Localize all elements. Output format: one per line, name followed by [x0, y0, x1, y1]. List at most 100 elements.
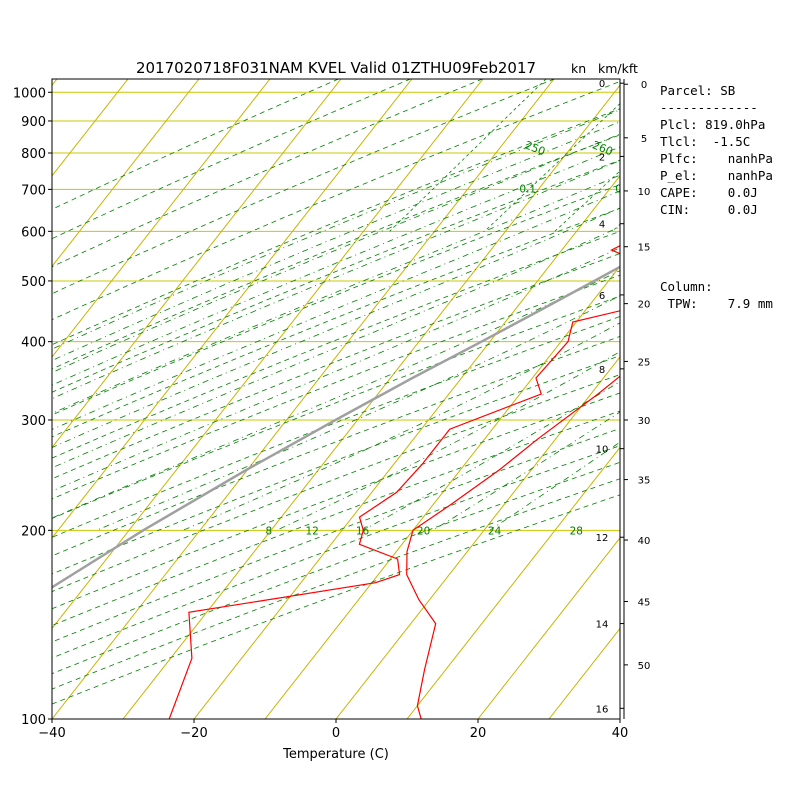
x-axis-label: Temperature (C) — [282, 747, 389, 762]
y-tick-label: 800 — [21, 147, 46, 162]
mixing-ratio-label: 0.4 — [615, 183, 632, 195]
parcel-info-line: Tlcl: -1.5C — [660, 134, 750, 149]
km-tick-label: 0 — [599, 79, 605, 90]
dry-adiabat-lines — [52, 79, 620, 705]
y-tick-label: 100 — [21, 713, 46, 728]
dry-adiabat-line — [52, 207, 620, 438]
isotherm-line — [477, 537, 620, 719]
reference-line-labels: 0.10.41247101681216202428322502602702802… — [265, 139, 632, 538]
y-tick-label: 400 — [21, 336, 46, 351]
isotherm-line — [52, 79, 200, 268]
km-tick-label: 2 — [599, 152, 605, 163]
kft-tick-label: 40 — [638, 536, 651, 547]
y-tick-label: 1000 — [13, 86, 46, 101]
km-tick-label: 10 — [596, 445, 609, 456]
mixing-ratio-label: 20 — [417, 525, 430, 537]
x-tick-label: −40 — [38, 726, 65, 741]
y-tick-label: 300 — [21, 414, 46, 429]
parcel-info-line: ------------- — [660, 100, 758, 115]
parcel-info-line: Parcel: SB — [660, 83, 735, 98]
km-tick-label: 12 — [596, 533, 609, 544]
plot-area: 0.10.41247101681216202428322502602702802… — [52, 79, 632, 719]
moist-adiabat-line — [96, 295, 620, 531]
dry-adiabat-line — [52, 108, 620, 346]
dewpoint-trace-line — [168, 244, 620, 719]
y-tick-label: 500 — [21, 275, 46, 290]
moist-adiabat-line — [52, 190, 620, 430]
dry-adiabat-line — [52, 274, 620, 500]
dry-adiabat-line — [52, 79, 555, 295]
moist-adiabat-line — [52, 207, 620, 448]
parcel-info-line: Plfc: nanhPa — [660, 151, 773, 166]
isotherm-line — [52, 79, 271, 358]
column-info-line: Column: — [660, 279, 713, 294]
km-tick-label: 6 — [599, 291, 605, 302]
mixing-ratio-label: 28 — [570, 525, 583, 537]
y-tick-label: 900 — [21, 115, 46, 130]
moist-adiabat-line — [52, 174, 620, 414]
kft-tick-label: 5 — [641, 134, 647, 145]
y-tick-label: 200 — [21, 524, 46, 539]
isotherm-line — [264, 265, 620, 719]
x-tick-label: 40 — [612, 726, 629, 741]
mixing-ratio-label: 24 — [488, 525, 502, 537]
parcel-info-line: Plcl: 819.0hPa — [660, 117, 765, 132]
km-tick-label: 8 — [599, 365, 605, 376]
kft-tick-label: 45 — [638, 597, 651, 608]
axes: −40 −20 0 20 40 100 200 300 400 500 600 700 800 900 10… — [13, 86, 628, 741]
x-tick-label: 20 — [470, 726, 487, 741]
dry-adiabat-line — [52, 134, 620, 370]
kft-tick-label: 25 — [638, 357, 651, 368]
mixing-ratio-label: 12 — [305, 525, 318, 537]
dry-adiabat-line — [52, 79, 339, 210]
y-tick-label: 700 — [21, 183, 46, 198]
moist-adiabat-line — [276, 351, 620, 531]
chart-title: 2017020718F031NAM KVEL Valid 01ZTHU09Feb… — [136, 59, 536, 77]
height-axis: 0 2 4 6 8 10 12 14 16 0 5 10 15 20 25 30 35 40 45 50 — [596, 79, 651, 719]
dry-adiabat-line — [52, 230, 620, 459]
kft-tick-label: 0 — [641, 80, 647, 91]
temperature-trace-line — [406, 375, 620, 719]
kft-tick-label: 35 — [638, 476, 651, 487]
column-info-panel: Column: TPW: 7.9 mm — [660, 279, 773, 311]
x-tick-label: 0 — [332, 726, 340, 741]
mixing-ratio-label: 0.1 — [519, 183, 536, 195]
km-tick-label: 16 — [596, 704, 609, 715]
x-tick-label: −20 — [180, 726, 207, 741]
km-tick-label: 4 — [599, 220, 605, 231]
kft-tick-label: 10 — [638, 187, 651, 198]
y-tick-label: 600 — [21, 225, 46, 240]
mixing-ratio-label: 8 — [265, 525, 272, 537]
isotherm-line — [335, 356, 620, 719]
parcel-trace-line — [52, 265, 620, 589]
dry-adiabat-line — [52, 79, 411, 240]
parcel-info-line: CAPE: 0.0J — [660, 185, 758, 200]
isotherm-line — [52, 79, 555, 719]
km-tick-label: 14 — [596, 620, 609, 631]
parcel-info-line: CIN: 0.0J — [660, 202, 758, 217]
dry-adiabat-line — [52, 392, 620, 610]
parcel-info-line: P_el: nanhPa — [660, 168, 773, 183]
height-axis-km-label: kn — [571, 61, 586, 76]
kft-tick-label: 20 — [638, 300, 651, 311]
dry-adiabat-line — [52, 428, 620, 643]
dry-adiabat-line — [52, 355, 620, 575]
column-info-line: TPW: 7.9 mm — [660, 296, 773, 311]
mixing-ratio-line — [484, 103, 620, 232]
isotherm-line — [406, 446, 620, 719]
dry-adiabat-line — [52, 81, 620, 321]
kft-tick-label: 15 — [638, 243, 651, 254]
moist-adiabat-line — [182, 322, 620, 531]
moist-adiabat-lines — [52, 109, 620, 531]
moist-adiabat-line — [52, 160, 620, 400]
isotherm-line — [52, 79, 413, 539]
profile-traces — [52, 244, 620, 719]
height-axis-kft-label: km/kft — [598, 61, 638, 76]
kft-tick-label: 50 — [638, 661, 651, 672]
mixing-ratio-lines — [389, 79, 620, 232]
isotherm-line — [193, 175, 620, 719]
isotherm-line — [52, 79, 484, 630]
moist-adiabat-line — [52, 270, 620, 519]
